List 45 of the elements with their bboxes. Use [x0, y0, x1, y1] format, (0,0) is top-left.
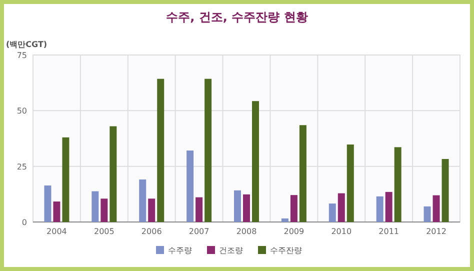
x-tick-label: 2010 [331, 227, 352, 236]
bar [346, 144, 354, 222]
bar [204, 78, 212, 222]
bar [243, 194, 250, 222]
y-tick-label: 25 [16, 162, 27, 172]
bar [328, 204, 336, 222]
bar [196, 197, 203, 222]
bar [110, 126, 117, 222]
bar [44, 185, 52, 222]
x-tick-label: 2007 [188, 227, 210, 236]
bar [139, 179, 146, 222]
bar [376, 196, 384, 222]
bar [252, 101, 259, 222]
legend-label: 수주잔량 [270, 246, 302, 255]
bar [92, 191, 99, 222]
legend-label: 수주량 [168, 246, 192, 255]
bar [148, 198, 156, 222]
y-tick-label: 50 [16, 106, 27, 116]
chart-title: 수주, 건조, 수주잔량 현황 [166, 10, 308, 24]
y-tick-label: 0 [22, 218, 27, 227]
bar [299, 125, 306, 222]
bar [157, 78, 164, 222]
bar [53, 202, 60, 222]
bar [281, 218, 288, 222]
bar [394, 147, 402, 222]
bar [442, 158, 449, 222]
bar [100, 198, 108, 222]
legend-label: 건조량 [219, 246, 243, 255]
bar [432, 195, 440, 222]
bar [234, 190, 241, 222]
y-axis-title: (백만CGT) [6, 40, 48, 49]
bar [290, 195, 298, 222]
bar [62, 137, 70, 222]
x-tick-label: 2006 [141, 227, 162, 236]
x-tick-label: 2009 [284, 227, 304, 236]
x-tick-label: 2005 [94, 227, 114, 236]
x-tick-label: 2008 [236, 227, 257, 236]
bar [424, 206, 431, 222]
bar [186, 150, 194, 222]
bar [385, 192, 392, 222]
y-tick-label: 75 [16, 51, 27, 60]
x-tick-label: 2011 [378, 227, 400, 236]
x-tick-label: 2004 [46, 227, 67, 236]
bar [338, 193, 345, 222]
x-tick-label: 2012 [426, 227, 446, 236]
